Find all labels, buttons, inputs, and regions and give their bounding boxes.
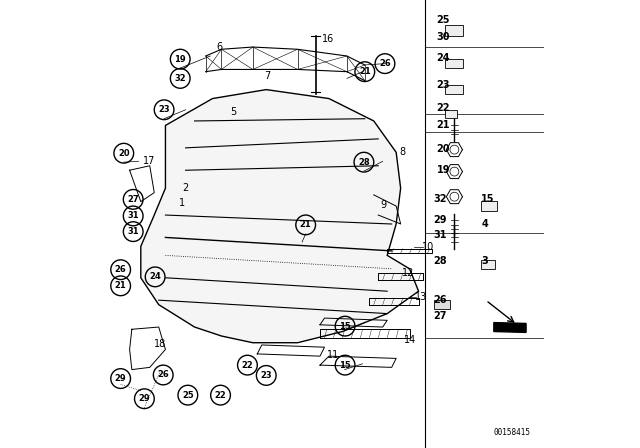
Text: 29: 29 <box>433 215 447 224</box>
Text: 30: 30 <box>436 32 450 42</box>
Text: 12: 12 <box>401 268 414 278</box>
Text: 7: 7 <box>264 71 270 81</box>
Text: 32: 32 <box>175 74 186 83</box>
Text: 4: 4 <box>481 219 488 229</box>
Text: 29: 29 <box>115 374 127 383</box>
Text: 28: 28 <box>433 256 447 266</box>
Text: 22: 22 <box>436 103 450 112</box>
Text: 29: 29 <box>139 394 150 403</box>
Text: 24: 24 <box>436 53 450 63</box>
Text: 27: 27 <box>433 311 447 321</box>
Text: 15: 15 <box>339 361 351 370</box>
Text: 22: 22 <box>241 361 253 370</box>
Bar <box>445 85 463 94</box>
Text: 23: 23 <box>260 371 272 380</box>
Text: 19: 19 <box>436 165 450 175</box>
Bar <box>445 59 463 68</box>
Text: 6: 6 <box>216 42 222 52</box>
Text: 25: 25 <box>436 15 450 25</box>
Text: 15: 15 <box>481 194 495 204</box>
Bar <box>481 260 495 269</box>
Text: 14: 14 <box>404 335 417 345</box>
Text: 10: 10 <box>422 242 435 252</box>
Text: 15: 15 <box>339 322 351 331</box>
Text: 26: 26 <box>115 265 127 274</box>
Polygon shape <box>494 323 526 332</box>
Text: 20: 20 <box>436 144 450 154</box>
Text: 24: 24 <box>149 272 161 281</box>
Text: 9: 9 <box>380 200 387 210</box>
Text: 1: 1 <box>179 198 186 208</box>
Text: 17: 17 <box>143 156 156 166</box>
Text: 26: 26 <box>433 295 447 305</box>
Text: 23: 23 <box>436 80 450 90</box>
Text: 13: 13 <box>415 292 428 302</box>
Text: 3: 3 <box>481 256 488 266</box>
Text: 25: 25 <box>182 391 194 400</box>
Text: 26: 26 <box>157 370 169 379</box>
Bar <box>445 110 457 118</box>
Text: 8: 8 <box>400 147 406 157</box>
Text: 21: 21 <box>436 121 450 130</box>
Text: 23: 23 <box>158 105 170 114</box>
Text: 16: 16 <box>323 34 335 44</box>
Text: 5: 5 <box>230 107 237 117</box>
PathPatch shape <box>141 90 419 343</box>
Text: 28: 28 <box>358 158 370 167</box>
Text: 18: 18 <box>154 339 166 349</box>
Text: 21: 21 <box>359 67 371 76</box>
Text: 11: 11 <box>327 350 339 360</box>
Bar <box>481 201 497 211</box>
Text: 00158415: 00158415 <box>493 428 531 437</box>
Text: 2: 2 <box>182 183 188 193</box>
Text: 31: 31 <box>433 230 447 240</box>
Text: 32: 32 <box>433 194 447 204</box>
Text: 19: 19 <box>175 55 186 64</box>
Text: 26: 26 <box>379 59 391 68</box>
Text: 27: 27 <box>127 195 139 204</box>
Bar <box>435 300 450 309</box>
Text: 21: 21 <box>300 220 312 229</box>
Text: 20: 20 <box>118 149 129 158</box>
Text: 31: 31 <box>127 227 139 236</box>
Text: 21: 21 <box>115 281 127 290</box>
Text: 31: 31 <box>127 211 139 220</box>
Text: 22: 22 <box>214 391 227 400</box>
Bar <box>445 25 463 36</box>
